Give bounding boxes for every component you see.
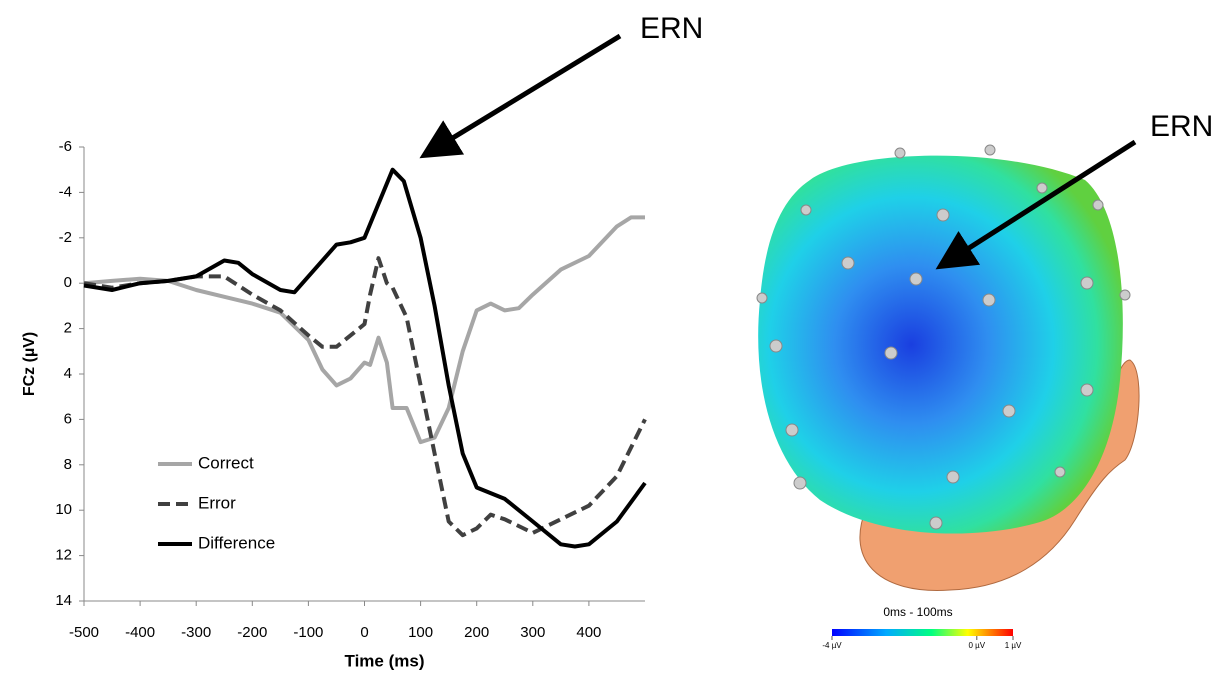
- y-tick-label: 2: [64, 320, 72, 337]
- series-line: [83, 215, 645, 445]
- y-axis-label: FCz (µV): [21, 332, 38, 396]
- colorbar-ticks: -4 µV 0 µV 1 µV: [822, 636, 1022, 650]
- x-tick-label: 0: [360, 624, 368, 641]
- x-tick-label: 300: [520, 624, 545, 641]
- arrow: [935, 139, 1137, 270]
- erp-plot: -6 -4 -2 0 2 4 6 8 10 12 14 -500 -400 -300 -200 -100 0 10…: [21, 138, 647, 670]
- scalp-map: [758, 155, 1123, 534]
- series-line: [83, 256, 647, 538]
- x-tick-label: 100: [408, 624, 433, 641]
- x-tick-label: 400: [576, 624, 601, 641]
- y-tick-label: 8: [64, 456, 72, 473]
- x-tick-label: -400: [125, 624, 155, 641]
- legend-label: Correct: [198, 453, 254, 472]
- y-tick-label: 14: [55, 592, 72, 609]
- y-tick-label: 12: [55, 547, 72, 564]
- colorbar-tick-label: 0 µV: [968, 641, 985, 650]
- y-tick-label: -6: [59, 138, 72, 155]
- electrodes: [756, 144, 1131, 530]
- annotation: ERN: [640, 12, 703, 45]
- colorbar-tick-label: 1 µV: [1005, 641, 1022, 650]
- head: [756, 144, 1140, 591]
- y-tick-label: 0: [64, 274, 72, 291]
- y-tick-label: 4: [64, 365, 72, 382]
- colorbar-tick-label: -4 µV: [822, 641, 842, 650]
- y-tick-label: -4: [59, 183, 72, 200]
- annotation: ERN: [1150, 110, 1213, 143]
- legend-label: Error: [198, 493, 236, 512]
- x-tick-label: -100: [293, 624, 323, 641]
- x-tick-label: -300: [181, 624, 211, 641]
- y-tick-label: 10: [55, 501, 72, 518]
- x-tick-label: -500: [69, 624, 99, 641]
- x-tick-label: -200: [237, 624, 267, 641]
- y-tick-label: 6: [64, 410, 72, 427]
- y-tick-label: -2: [59, 229, 72, 246]
- colorbar: [832, 629, 1013, 636]
- x-axis-label: Time (ms): [345, 651, 425, 670]
- arrow: [419, 33, 622, 159]
- head-skin: [859, 359, 1140, 591]
- series-line: [83, 167, 647, 549]
- legend-label: Difference: [198, 533, 275, 552]
- x-tick-label: 200: [464, 624, 489, 641]
- colorbar-title: 0ms - 100ms: [883, 605, 952, 619]
